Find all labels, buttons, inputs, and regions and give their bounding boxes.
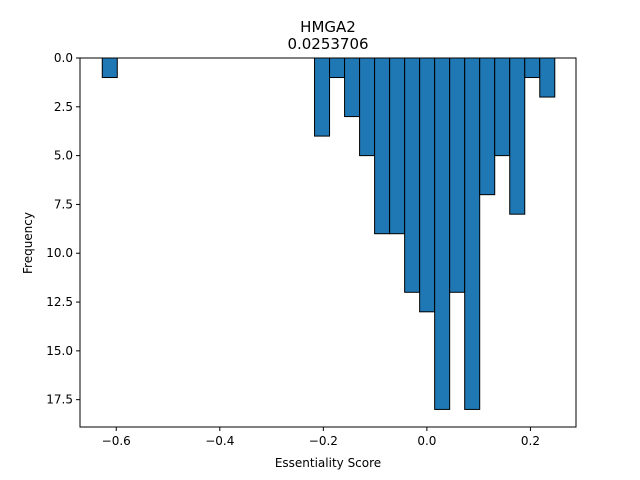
bars-group (101, 57, 556, 410)
histogram-bar (449, 57, 466, 293)
y-tick-label: 5.0 (54, 149, 73, 163)
y-tick-label: 15.0 (46, 344, 73, 358)
histogram-bar (434, 57, 451, 410)
y-tick-label: 0.0 (54, 51, 73, 65)
x-axis-label: Essentiality Score (275, 456, 381, 470)
histogram-bar (344, 57, 361, 118)
histogram-bar (329, 57, 346, 79)
histogram-bar (359, 57, 376, 157)
y-tick-label: 7.5 (54, 197, 73, 211)
x-tick-label: −0.4 (205, 434, 234, 448)
histogram-bar (524, 57, 541, 79)
y-tick-label: 10.0 (46, 246, 73, 260)
y-tick-label: 17.5 (46, 393, 73, 407)
histogram-bar (419, 57, 436, 313)
x-tick-label: 0.2 (521, 434, 540, 448)
histogram-bar (509, 57, 526, 215)
histogram-bar (494, 57, 511, 157)
histogram-bar (479, 57, 496, 196)
chart-title: HMGA2 (300, 18, 356, 36)
chart-subtitle: 0.0253706 (287, 35, 368, 53)
x-tick-label: −0.2 (309, 434, 338, 448)
x-axis-ticks: −0.6 −0.4 −0.2 0.0 0.2 (102, 427, 540, 448)
plot-frame (79, 57, 577, 428)
x-tick-label: 0.0 (417, 434, 436, 448)
histogram-bar (101, 57, 118, 79)
histogram-bar (374, 57, 391, 235)
histogram-bar (404, 57, 421, 293)
histogram-bar (464, 57, 481, 410)
histogram-bar (539, 57, 556, 98)
y-axis-label: Frequency (21, 212, 35, 274)
y-tick-label: 12.5 (46, 295, 73, 309)
y-tick-label: 2.5 (54, 100, 73, 114)
histogram-bar (314, 57, 331, 137)
y-axis-ticks: 0.0 2.5 5.0 7.5 10.0 12.5 15.0 17.5 (46, 51, 80, 407)
histogram-bar (389, 57, 406, 235)
x-tick-label: −0.6 (102, 434, 131, 448)
